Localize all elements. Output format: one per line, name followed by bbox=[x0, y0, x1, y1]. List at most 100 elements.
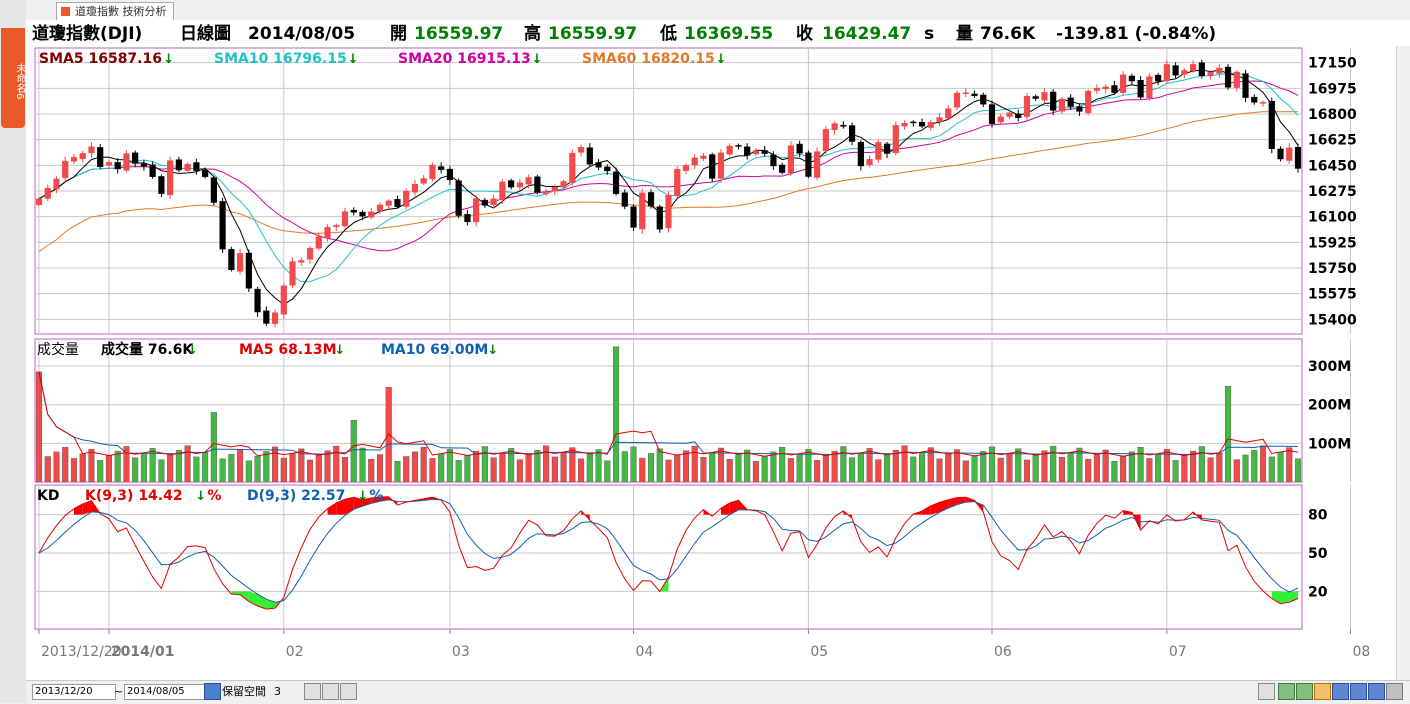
range-separator: ~ bbox=[114, 685, 124, 698]
candle-body bbox=[910, 121, 917, 124]
candle-body bbox=[630, 206, 637, 228]
price-tick-label: 16275 bbox=[1308, 184, 1357, 200]
candle-body bbox=[167, 160, 174, 196]
volume-bar bbox=[1085, 458, 1092, 483]
kd-overbought-fill bbox=[948, 497, 958, 509]
window-icon[interactable] bbox=[340, 683, 357, 700]
candle-body bbox=[577, 147, 585, 153]
volume-bar bbox=[595, 449, 602, 483]
volume-bar bbox=[1058, 457, 1065, 483]
volume-bar bbox=[272, 446, 279, 483]
candle-body bbox=[490, 198, 497, 206]
minus-icon[interactable] bbox=[322, 683, 339, 700]
candle-body bbox=[726, 145, 733, 155]
kd-oversold-fill bbox=[1280, 591, 1290, 604]
volume-bar bbox=[919, 452, 926, 483]
volume-bar bbox=[551, 456, 558, 483]
zoom-in-icon[interactable] bbox=[1278, 683, 1295, 700]
print-icon[interactable] bbox=[1386, 683, 1403, 700]
candle-body bbox=[306, 248, 314, 260]
volume-bar bbox=[132, 457, 139, 483]
volume-bar bbox=[1225, 385, 1232, 483]
candle-body bbox=[709, 154, 716, 179]
start-date-input[interactable]: 2013/12/20 bbox=[32, 684, 116, 700]
fit-icon[interactable] bbox=[1350, 683, 1367, 700]
candle-body bbox=[1181, 70, 1188, 75]
volume-bar bbox=[44, 456, 51, 483]
volume-bar bbox=[1190, 450, 1197, 483]
vertical-scrollbar[interactable] bbox=[1396, 46, 1410, 680]
legend-text: SMA5 16587.16 bbox=[39, 51, 162, 67]
tab-technical-analysis[interactable]: 道瓊指數 技術分析 bbox=[56, 2, 174, 20]
volume-bar bbox=[840, 446, 847, 483]
volume-bar bbox=[1050, 445, 1057, 483]
panel-frame-1 bbox=[34, 338, 1303, 483]
volume-bar bbox=[647, 453, 655, 483]
price-tick-label: 15750 bbox=[1308, 261, 1357, 277]
instrument-name: 道瓊指數(DJI) bbox=[32, 24, 143, 44]
scroll-left-icon[interactable] bbox=[1258, 683, 1275, 700]
price-tick-label: 17150 bbox=[1308, 56, 1357, 72]
candle-body bbox=[271, 312, 279, 324]
kd-overbought-fill bbox=[1123, 510, 1132, 515]
volume-tick-label: 200M bbox=[1308, 398, 1351, 414]
volume-bar bbox=[53, 451, 60, 483]
volume-bar bbox=[822, 455, 829, 483]
candle-body bbox=[1128, 75, 1135, 82]
volume-bar bbox=[70, 458, 78, 483]
candle-body bbox=[455, 180, 462, 216]
volume-bar bbox=[1242, 454, 1249, 483]
volume-legend-item: MA5 68.13M↓ bbox=[239, 342, 345, 358]
candle-body bbox=[849, 125, 856, 142]
note-icon[interactable] bbox=[1314, 683, 1331, 700]
kd-overbought-fill bbox=[327, 502, 337, 515]
volume-bar bbox=[333, 445, 340, 483]
candle-body bbox=[429, 164, 436, 180]
volume-bar bbox=[770, 451, 777, 483]
grid-settings-icon[interactable] bbox=[304, 683, 321, 700]
candle-body bbox=[202, 170, 209, 177]
volume-bar bbox=[752, 460, 759, 483]
volume-bar bbox=[202, 452, 209, 483]
legend-text: D(9,3) 22.57 bbox=[247, 488, 345, 504]
quote-date: 2014/08/05 bbox=[248, 24, 356, 44]
volume-bar bbox=[962, 460, 969, 483]
kd-legend-item: K(9,3) 14.42 ↓% bbox=[85, 488, 221, 504]
candle-body bbox=[779, 164, 786, 173]
volume-bar bbox=[1251, 450, 1258, 483]
chart-area: 2013/12/20 2014/01 02 03 04 05 06 07 08 17150 1697… bbox=[26, 46, 1410, 680]
volume-bar bbox=[1015, 448, 1022, 483]
candle-body bbox=[53, 178, 60, 190]
volume-bar bbox=[315, 455, 322, 483]
kd-overbought-fill bbox=[720, 502, 730, 515]
period-label[interactable]: 日線圖 bbox=[180, 24, 231, 44]
volume-bar bbox=[543, 445, 550, 483]
candle-body bbox=[1111, 85, 1118, 93]
volume-bar bbox=[245, 460, 252, 483]
candle-body bbox=[639, 192, 646, 230]
volume-bar bbox=[114, 450, 121, 483]
side-tab-document[interactable]: 未命名6 bbox=[1, 28, 25, 128]
volume-bar bbox=[219, 458, 226, 483]
volume-bar bbox=[997, 457, 1004, 483]
candle-body bbox=[691, 157, 698, 166]
volume-label: 量 bbox=[956, 24, 973, 44]
kd-oversold-fill bbox=[1289, 591, 1298, 603]
volume-bar bbox=[726, 458, 733, 483]
end-date-input[interactable]: 2014/08/05 bbox=[124, 684, 208, 700]
candle-body bbox=[988, 104, 996, 124]
volume-bar bbox=[1181, 455, 1188, 483]
reserve-space-value[interactable]: 3 bbox=[274, 685, 281, 698]
kd-title: KD bbox=[37, 488, 59, 504]
bottom-toolbar: 2013/12/20 ~ 2014/08/05 保留空間 3 bbox=[26, 680, 1410, 704]
zoom-out-icon[interactable] bbox=[1296, 683, 1313, 700]
crosshair-icon[interactable] bbox=[1332, 683, 1349, 700]
volume-bar bbox=[560, 452, 567, 483]
calendar-icon[interactable] bbox=[204, 683, 221, 700]
candle-body bbox=[1137, 80, 1144, 98]
layout-icon[interactable] bbox=[1368, 683, 1385, 700]
volume-bar bbox=[228, 453, 235, 483]
volume-bar bbox=[682, 450, 690, 483]
kd-overbought-fill bbox=[843, 510, 853, 519]
